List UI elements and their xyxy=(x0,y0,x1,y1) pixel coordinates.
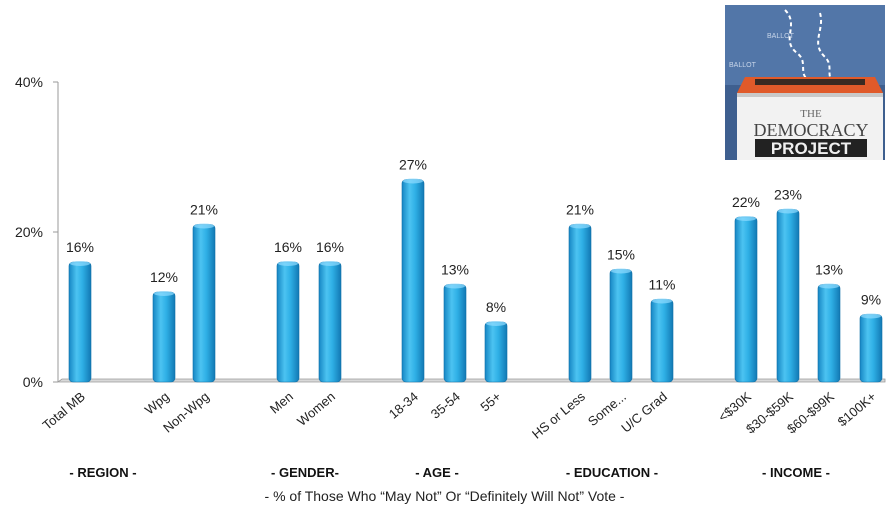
group-label: - AGE - xyxy=(415,465,459,480)
bar xyxy=(68,261,92,383)
group-label: - INCOME - xyxy=(762,465,830,480)
chart-group-labels: - REGION - - GENDER- - AGE - - EDUCATION - -… xyxy=(69,465,830,480)
data-label: 16% xyxy=(66,239,94,255)
bar-cap xyxy=(611,268,631,274)
x-tick-label: Men xyxy=(267,389,296,417)
data-label: 21% xyxy=(566,202,594,218)
bar xyxy=(401,179,425,383)
ballot-text: BALLOT xyxy=(767,33,795,40)
chart-bars xyxy=(68,178,883,383)
data-label: 11% xyxy=(649,277,676,293)
data-label: 13% xyxy=(441,262,469,278)
data-label: 16% xyxy=(316,239,344,255)
bar xyxy=(568,224,592,383)
group-label: - EDUCATION - xyxy=(566,465,658,480)
data-label: 15% xyxy=(607,247,635,263)
democracy-project-logo: BALLOT BALLOT THE DEMOCRACY PROJECT xyxy=(725,5,885,160)
bar xyxy=(817,284,841,383)
group-label: - GENDER- xyxy=(271,465,339,480)
logo-line-2: DEMOCRACY xyxy=(753,120,868,140)
bar xyxy=(776,209,800,383)
y-tick-label: 0% xyxy=(23,374,43,390)
bar-cap xyxy=(278,261,298,266)
bar xyxy=(484,321,508,383)
x-tick-label: 35-54 xyxy=(428,389,463,422)
bar xyxy=(609,269,633,383)
data-label: 16% xyxy=(274,239,302,255)
bar-cap xyxy=(861,313,881,319)
bar-cap xyxy=(819,283,839,289)
data-label: 23% xyxy=(774,187,802,203)
bar xyxy=(276,261,300,383)
x-tick-label: <$30K xyxy=(715,389,754,425)
chart-axes: 0% 20% 40% xyxy=(15,74,886,390)
bar-cap xyxy=(486,321,506,326)
svg-text:BALLOT: BALLOT xyxy=(729,62,757,69)
bar-cap xyxy=(154,291,174,296)
data-label: 13% xyxy=(815,262,843,278)
bar-cap xyxy=(403,178,423,184)
y-tick-label: 20% xyxy=(15,224,43,240)
bar-cap xyxy=(70,261,90,266)
bar-cap xyxy=(778,208,798,214)
bar-cap xyxy=(736,216,756,221)
x-tick-label: U/C Grad xyxy=(618,389,670,436)
bar-cap xyxy=(320,261,340,266)
bar xyxy=(859,314,883,383)
data-label: 9% xyxy=(861,292,881,308)
bar xyxy=(443,284,467,383)
x-tick-label: 18-34 xyxy=(386,389,421,422)
data-label: 22% xyxy=(732,194,760,210)
chart-value-labels: 16% 12% 21% 16% 16% 27% 13% 8% 21% 15% 11% 22% 23% 13… xyxy=(66,157,881,316)
x-axis-title: - % of Those Who “May Not” Or “Definitel… xyxy=(264,488,625,504)
group-label: - REGION - xyxy=(69,465,136,480)
x-tick-label: HS or Less xyxy=(529,388,588,441)
data-label: 12% xyxy=(150,269,178,285)
x-tick-label: Total MB xyxy=(40,389,88,433)
data-label: 8% xyxy=(486,299,506,315)
bar-cap xyxy=(570,223,590,229)
bar-cap xyxy=(652,298,672,304)
x-tick-label: Wpg xyxy=(142,389,172,418)
data-label: 27% xyxy=(399,157,427,173)
bar xyxy=(318,261,342,383)
x-axis-floor xyxy=(56,378,886,383)
bar-cap xyxy=(194,223,214,229)
logo-line-1: THE xyxy=(800,108,822,120)
x-tick-label: 55+ xyxy=(477,389,504,415)
logo-line-3: PROJECT xyxy=(771,139,852,158)
bar xyxy=(152,291,176,383)
bar xyxy=(650,299,674,383)
bar xyxy=(192,224,216,383)
x-tick-label: Women xyxy=(294,389,338,429)
x-tick-label: $100K+ xyxy=(835,389,879,430)
data-label: 21% xyxy=(190,202,218,218)
bar xyxy=(734,216,758,383)
y-tick-label: 40% xyxy=(15,74,43,90)
bar-cap xyxy=(445,283,465,289)
